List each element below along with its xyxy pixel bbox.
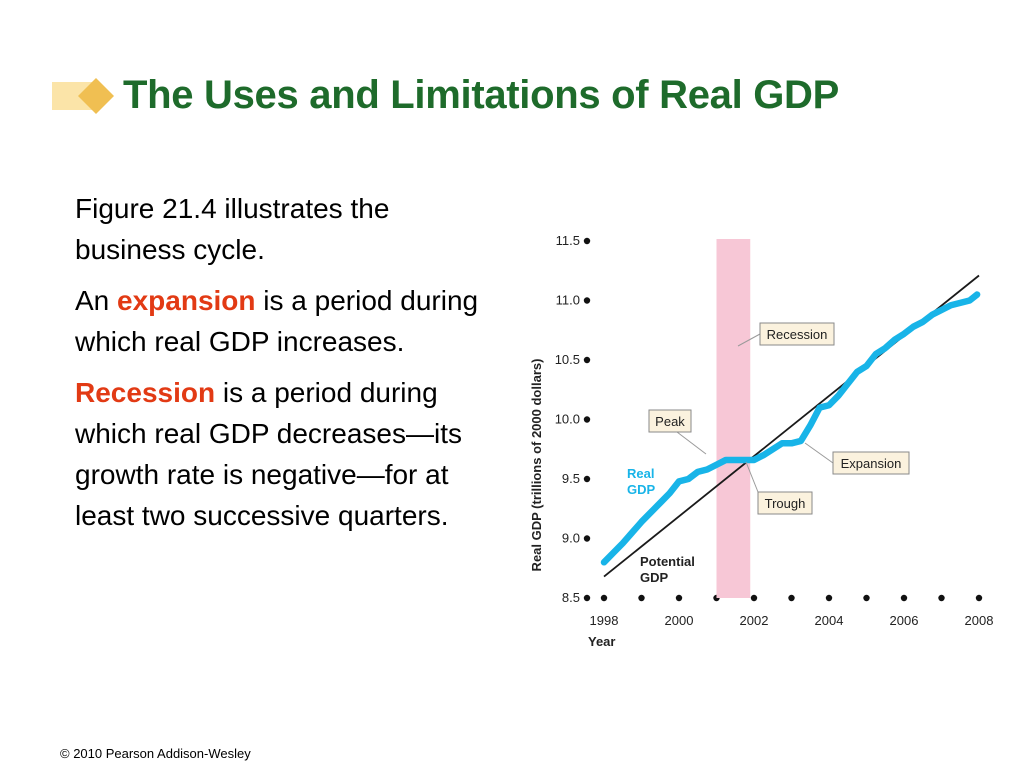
body-text: Figure 21.4 illustrates the business cyc… [75, 188, 495, 546]
y-tick-dot [583, 594, 591, 602]
real-gdp-line [600, 291, 981, 566]
expansion-pre-text: An [75, 285, 118, 316]
recession-definition: is a period during which real GDP decrea… [75, 377, 462, 531]
paragraph-figure-text: Figure 21.4 illustrates the business cyc… [75, 193, 390, 265]
x-tick-label: 2004 [815, 613, 844, 628]
expansion-leader-line [804, 442, 834, 464]
x-tick-dot [750, 594, 758, 602]
y-tick-label: 9.0 [562, 531, 580, 546]
x-tick-dot [938, 594, 945, 602]
expansion-term: expansion [117, 285, 256, 316]
recession-callout: Recession [767, 327, 828, 342]
y-tick-label: 10.5 [555, 352, 580, 367]
trough-leader-line [745, 461, 759, 493]
x-tick-label: 2008 [965, 613, 994, 628]
y-tick-label: 10.0 [555, 412, 580, 427]
x-tick-dot [900, 594, 908, 602]
x-tick-dot [825, 594, 833, 602]
x-tick-label: 2002 [740, 613, 769, 628]
y-axis-title: Real GDP (trillions of 2000 dollars) [529, 359, 544, 572]
trough-callout-box [757, 491, 813, 515]
recession-leader-line [737, 333, 761, 347]
y-tick-label: 11.5 [556, 233, 580, 248]
y-tick-dot [583, 297, 591, 304]
y-tick-label: 9.5 [562, 471, 580, 486]
y-tick-dot [583, 416, 591, 423]
expansion-callout: Expansion [841, 456, 902, 471]
paragraph-recession: Recession is a period during which real … [75, 372, 495, 536]
x-tick-dot [675, 594, 683, 602]
x-tick-dot [863, 594, 870, 602]
x-tick-dot [638, 594, 645, 602]
x-tick-label: 2006 [890, 613, 919, 628]
y-tick-dot [583, 475, 591, 483]
page-title: The Uses and Limitations of Real GDP [123, 73, 839, 117]
expansion-callout-box [832, 451, 910, 475]
y-tick-dot [583, 535, 591, 542]
potential-gdp-label-line2: GDP [640, 570, 669, 585]
series-layer [600, 274, 981, 578]
x-axis-title: Year [588, 634, 615, 649]
y-tick-dot [583, 237, 591, 245]
paragraph-figure: Figure 21.4 illustrates the business cyc… [75, 188, 495, 270]
x-tick-label: 2000 [665, 613, 694, 628]
recession-term: Recession [75, 377, 216, 408]
title-row: The Uses and Limitations of Real GDP [52, 70, 1012, 130]
paragraph-expansion: An expansion is a period during which re… [75, 280, 495, 362]
x-tick-dot [788, 594, 795, 602]
recession-callout-box [759, 322, 835, 346]
peak-callout-box [648, 409, 692, 433]
y-tick-label: 11.0 [556, 293, 580, 308]
copyright-notice: © 2010 Pearson Addison-Wesley [60, 746, 251, 761]
peak-leader-line [676, 431, 707, 455]
recession-band [716, 239, 751, 598]
peak-callout: Peak [655, 414, 685, 429]
y-tick-label: 8.5 [562, 590, 580, 605]
x-tick-dot [600, 594, 608, 602]
real-gdp-label-line2: GDP [627, 482, 656, 497]
y-tick-dot [583, 356, 591, 364]
real-gdp-chart: 8.5 9.0 9.5 10.0 10.5 11.0 11.5 1998 2000 2002 20… [529, 233, 994, 649]
labels-layer: Real GDP (trillions of 2000 dollars) Yea… [529, 322, 910, 649]
potential-gdp-label-line1: Potential [640, 554, 695, 569]
real-gdp-label-line1: Real [627, 466, 654, 481]
diamond-bullet-icon [52, 78, 114, 114]
x-tick-dot [975, 594, 983, 602]
expansion-definition: is a period during which real GDP increa… [75, 285, 479, 357]
trough-callout: Trough [765, 496, 806, 511]
y-axis: 8.5 9.0 9.5 10.0 10.5 11.0 11.5 [555, 233, 591, 605]
x-tick-label: 1998 [590, 613, 619, 628]
x-axis: 1998 2000 2002 2004 2006 2008 [590, 594, 994, 628]
